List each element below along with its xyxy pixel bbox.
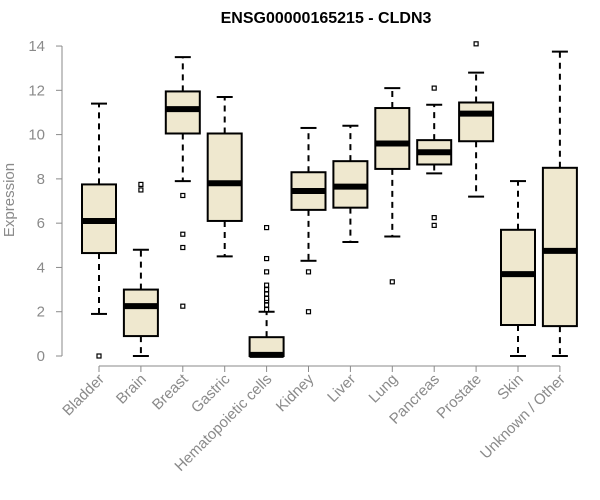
box-iqr [206, 132, 243, 222]
box-skin [500, 180, 536, 357]
box-pancreas [416, 85, 453, 228]
box-iqr [374, 107, 411, 170]
y-axis: 0 2 4 6 8 10 12 14 [28, 38, 63, 365]
box-liver [332, 124, 369, 243]
box-gastric [206, 95, 243, 258]
x-tick-label: Breast [149, 370, 192, 413]
y-tick-label: 4 [37, 259, 45, 276]
outlier-point [264, 286, 270, 293]
outlier-point [264, 295, 270, 302]
box-iqr [122, 288, 159, 338]
outlier-point [264, 302, 270, 308]
outlier-point [180, 192, 186, 199]
box-iqr [458, 101, 495, 143]
outlier-point [180, 231, 186, 237]
outlier-point [264, 291, 270, 297]
outlier-point [305, 309, 312, 315]
y-axis-label: Expression [1, 163, 18, 237]
outlier-point [305, 269, 312, 275]
outlier-point [180, 303, 186, 309]
y-tick-label: 10 [28, 127, 45, 144]
box-bladder [81, 102, 117, 359]
box-prostate [458, 41, 495, 198]
box-hematopoietic-cells [248, 224, 285, 358]
y-tick-label: 8 [37, 171, 45, 188]
box-breast [164, 56, 201, 309]
outlier-point [96, 353, 102, 359]
box-iqr [500, 228, 536, 327]
y-tick-label: 0 [37, 348, 45, 365]
box-kidney [290, 126, 327, 315]
y-tick-label: 12 [28, 82, 45, 99]
y-tick-label: 6 [37, 215, 45, 232]
outlier-point [264, 224, 270, 231]
plot-area [81, 41, 578, 359]
x-tick-label: Kidney [273, 370, 318, 415]
box-brain [122, 181, 159, 357]
outlier-point [264, 269, 270, 275]
chart-title: ENSG00000165215 - CLDN3 [221, 10, 432, 27]
x-tick-label: Liver [324, 371, 359, 406]
outlier-point [264, 255, 270, 262]
box-iqr [541, 166, 578, 328]
outlier-point [431, 85, 437, 91]
outlier-point [180, 244, 186, 251]
x-tick-label: Prostate [433, 371, 485, 423]
y-tick-label: 2 [37, 304, 45, 321]
x-tick-label: Lung [366, 371, 402, 407]
box-unknown-other [541, 50, 578, 357]
x-tick-label: Brain [113, 371, 150, 408]
outlier-point [138, 181, 144, 188]
x-tick-label: Bladder [59, 371, 108, 420]
outlier-point [431, 222, 437, 228]
box-iqr [164, 90, 201, 135]
outlier-point [473, 41, 479, 47]
outlier-point [264, 282, 270, 288]
outlier-point [389, 279, 395, 285]
outlier-point [264, 306, 270, 313]
outlier-point [138, 187, 144, 193]
outlier-point [431, 215, 437, 221]
box-lung [374, 87, 411, 285]
x-tick-label: Skin [494, 371, 527, 404]
y-tick-label: 14 [28, 38, 45, 55]
